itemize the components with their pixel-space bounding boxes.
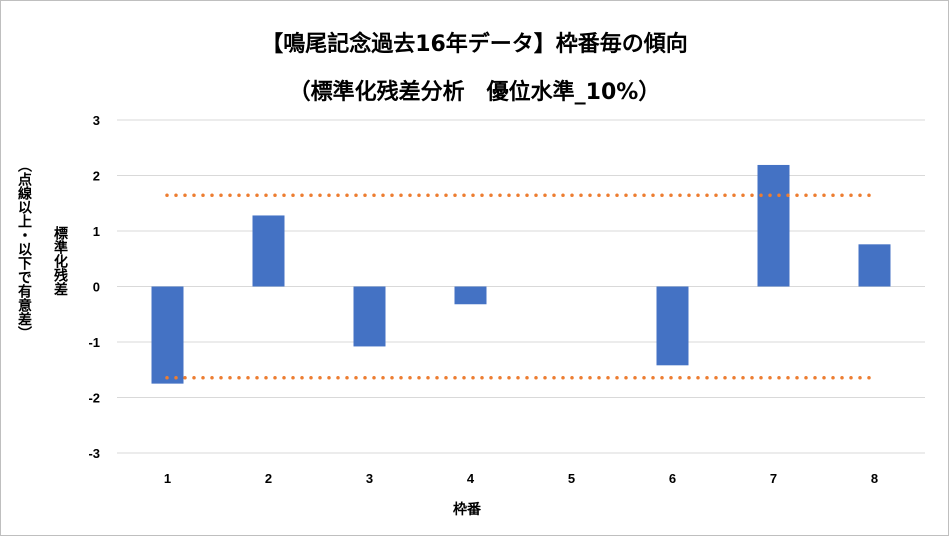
y-tick-label: 1	[93, 224, 100, 239]
y-tick-label: 0	[93, 280, 100, 295]
bar	[151, 286, 184, 384]
y-tick-label: -3	[88, 446, 100, 461]
bar	[353, 286, 386, 347]
bar	[757, 164, 790, 287]
y-tick-label: -1	[88, 335, 100, 350]
y-tick-label: -2	[88, 391, 100, 406]
x-tick-label: 7	[770, 471, 777, 486]
bar	[252, 215, 285, 287]
chart-subtitle: （標準化残差分析 優位水準_10%）	[288, 80, 661, 105]
chart-title: 【鳴尾記念過去16年データ】枠番毎の傾向	[261, 32, 688, 57]
x-tick-label: 4	[467, 471, 475, 486]
x-tick-label: 8	[871, 471, 878, 486]
x-axis-title: 枠番	[453, 501, 482, 518]
y-tick-label: 3	[93, 113, 100, 128]
x-tick-label: 3	[366, 471, 373, 486]
x-tick-label: 6	[669, 471, 676, 486]
bar	[858, 244, 891, 287]
x-tick-label: 5	[568, 471, 575, 486]
y-axis-title: 標準化残差	[52, 226, 68, 296]
x-tick-label: 2	[265, 471, 272, 486]
y-tick-label: 2	[93, 169, 100, 184]
x-tick-label: 1	[164, 471, 171, 486]
bar	[656, 286, 689, 366]
y-axis-note: （点線以上・以下で有意差）	[16, 158, 32, 340]
bar	[454, 286, 487, 305]
